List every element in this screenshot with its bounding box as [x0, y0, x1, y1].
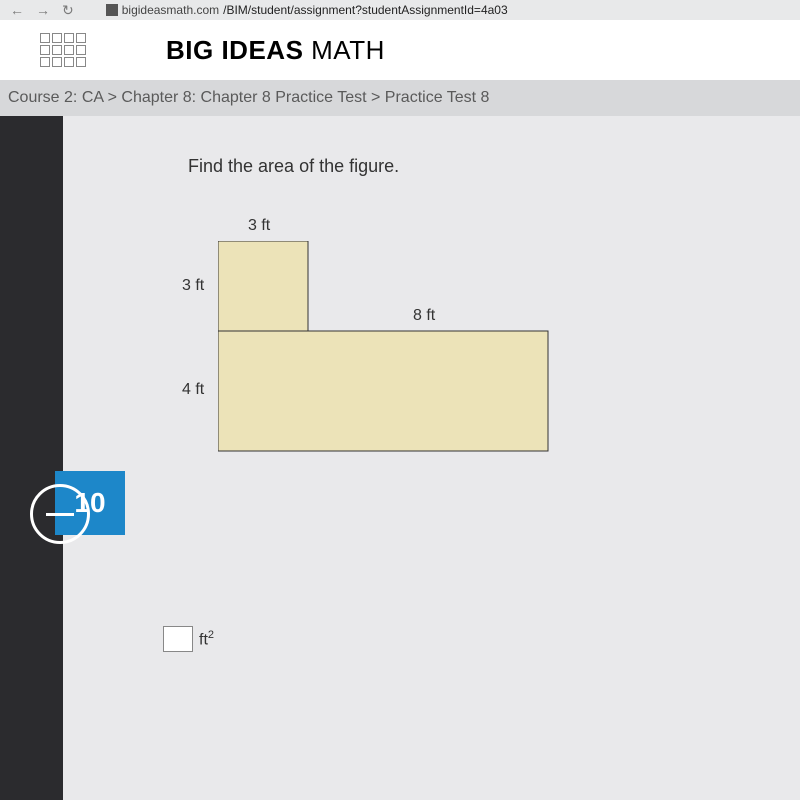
geometry-figure: 3 ft 3 ft 8 ft 4 ft — [218, 241, 578, 481]
site-header: BIG IDEAS MATH — [0, 20, 800, 80]
forward-icon[interactable]: → — [36, 2, 50, 18]
reload-icon[interactable]: ↻ — [62, 2, 74, 19]
collapse-circle-icon[interactable] — [30, 484, 90, 544]
figure-svg — [218, 241, 578, 481]
breadcrumb-text: Course 2: CA > Chapter 8: Chapter 8 Prac… — [8, 89, 489, 107]
dim-right-top: 8 ft — [413, 307, 435, 325]
dim-bottom-height: 4 ft — [182, 381, 204, 399]
dim-top-height: 3 ft — [182, 277, 204, 295]
dim-top-width: 3 ft — [248, 217, 270, 235]
browser-url-bar: ← → ↻ bigideasmath.com/BIM/student/assig… — [0, 0, 800, 20]
content-area: Find the area of the figure. 3 ft 3 ft 8… — [63, 116, 800, 800]
site-title: BIG IDEAS MATH — [166, 35, 385, 66]
breadcrumb[interactable]: Course 2: CA > Chapter 8: Chapter 8 Prac… — [0, 80, 800, 116]
answer-unit: ft2 — [199, 629, 214, 649]
answer-input[interactable] — [163, 626, 193, 652]
logo-grid-icon[interactable] — [40, 33, 86, 67]
question-instruction: Find the area of the figure. — [188, 156, 399, 177]
sidebar — [0, 116, 63, 800]
url-text: bigideasmath.com/BIM/student/assignment?… — [106, 3, 508, 17]
answer-row: ft2 — [163, 626, 214, 652]
back-icon[interactable]: ← — [10, 2, 24, 18]
